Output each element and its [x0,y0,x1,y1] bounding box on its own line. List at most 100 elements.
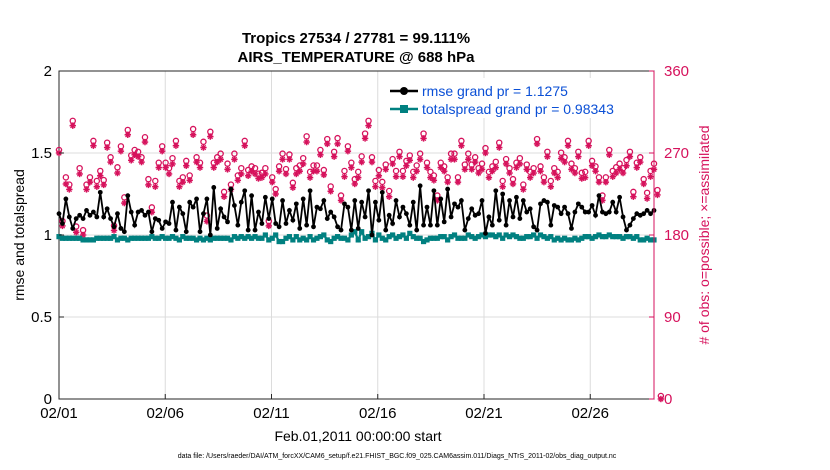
spread-point [572,235,578,241]
spread-point [118,235,124,241]
obs-assimilated-point [83,186,90,193]
rmse-point [596,193,602,199]
rmse-point [455,204,461,210]
series-layer [55,117,665,403]
y-axis-label-right: # of obs: o=possible; ×=assimilated [696,125,712,344]
spread-point [314,235,320,241]
spread-point [448,234,454,240]
spread-point [249,235,255,241]
obs-assimilated-point [361,135,369,142]
spread-point [359,229,365,235]
obs-assimilated-point [134,153,142,160]
spread-point [107,235,114,241]
spread-point [97,235,103,241]
spread-point [104,235,110,241]
rmse-point [514,194,519,200]
rmse-point [369,232,375,238]
obs-assimilated-point [217,156,224,163]
obs-assimilated-point [286,156,293,163]
obs-assimilated-point [595,178,603,186]
spread-point [565,237,571,243]
spread-point [527,234,533,240]
rmse-point [527,206,533,212]
spread-point [427,235,434,241]
spread-point [634,234,640,240]
obs-assimilated-point [251,170,259,178]
obs-assimilated-point [509,180,517,188]
rmse-point [125,193,131,199]
obs-assimilated-point [413,168,420,175]
rmse-point [121,229,127,235]
obs-assimilated-point [523,166,530,173]
spread-point [300,235,306,241]
rmse-point [534,227,540,233]
spread-point [603,234,609,240]
obs-assimilated-point [93,183,101,190]
ticks-layer: 02/01 02/06 02/11 02/16 02/21 02/26 0 0.5 1 1.5 2 0… [31,63,689,422]
obs-assimilated-point [241,142,248,149]
rmse-point [421,222,426,228]
rmse-point [60,221,65,226]
spread-point [235,235,241,241]
spread-point [224,235,231,241]
spread-point [214,235,220,241]
rmse-point [648,211,653,217]
rmse-point [558,211,564,217]
rmse-point [324,216,330,222]
obs-assimilated-point [128,157,135,164]
spread-point [589,235,595,241]
spread-point [331,235,337,241]
obs-assimilated-point [69,122,76,129]
spread-point [610,234,616,240]
spread-point [400,232,406,238]
obs-assimilated-point [234,177,242,184]
rmse-point [589,203,595,208]
spread-point [180,234,186,240]
spread-point [510,232,516,238]
obs-assimilated-point [588,162,596,169]
rmse-point [238,199,244,205]
obs-assimilated-point [231,156,238,163]
legend-spread-label: totalspread grand pr = 0.98343 [422,101,614,117]
rmse-point [87,212,93,218]
spread-point [637,237,643,243]
rmse-point [97,189,103,195]
obs-assimilated-point [606,151,613,159]
spread-point [279,238,286,245]
spread-point [541,234,547,240]
rmse-point [445,186,451,192]
spread-point [70,235,76,241]
spread-point [414,235,420,241]
obs-assimilated-point [358,158,365,166]
rmse-point [225,219,230,225]
spread-point [293,234,299,240]
obs-assimilated-point [183,162,190,169]
spread-point [338,235,344,241]
rmse-point [252,227,258,233]
spread-point [317,234,323,240]
rmse-point [359,199,365,205]
rmse-point [379,189,385,195]
spread-point [472,235,478,241]
rmse-point [524,209,530,215]
spread-point [266,237,272,243]
rmse-point [469,206,475,212]
spread-point [558,237,564,243]
obs-assimilated-point [485,174,493,181]
rmse-point [104,206,110,212]
obs-assimilated-point [471,158,479,166]
obs-assimilated-point [355,174,362,181]
spread-point [396,234,403,240]
obs-assimilated-point [124,131,131,138]
obs-assimilated-point [334,140,341,148]
obs-assimilated-point [582,174,589,181]
obs-assimilated-point [520,186,527,193]
obs-assimilated-point [265,222,272,230]
spread-point [83,237,90,243]
rmse-point [496,217,502,223]
rmse-point [400,204,406,210]
obs-assimilated-point [392,173,400,180]
rmse-point [111,224,117,230]
